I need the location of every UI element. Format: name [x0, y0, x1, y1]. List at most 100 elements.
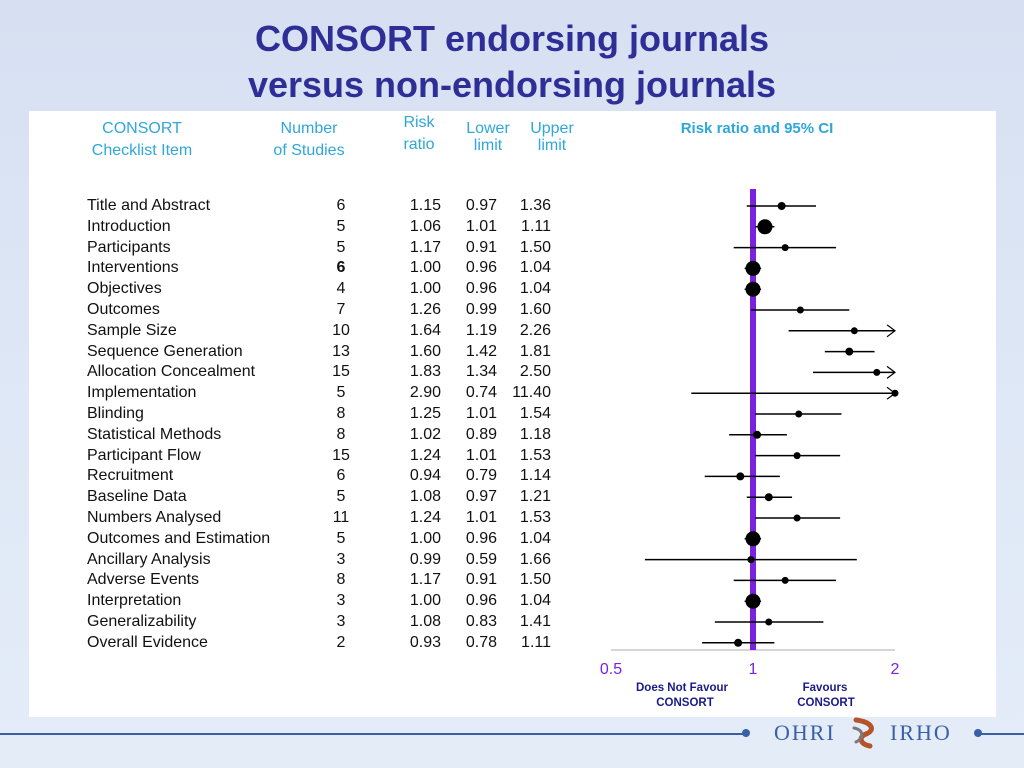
header-risk-line-2: ratio: [403, 136, 435, 153]
risk-ratio-value: 1.24: [409, 446, 441, 464]
risk-ratio-value: 1.08: [409, 613, 441, 630]
risk-ratio-value: 1.00: [409, 280, 441, 298]
header-number-line-1: Number: [280, 120, 338, 137]
point-estimate: [781, 244, 789, 252]
number-of-studies: 8: [336, 571, 346, 589]
table-row: Participant Flow 15 1.24 1.01 1.53: [29, 446, 589, 466]
checklist-item-label: Interventions: [87, 259, 179, 277]
checklist-item-label: Generalizability: [87, 613, 197, 630]
checklist-item-label: Objectives: [87, 280, 162, 298]
header-risk-line-1: Risk: [403, 114, 435, 131]
header-lower-line-1: Lower: [466, 120, 510, 137]
risk-ratio-value: 1.00: [409, 259, 441, 277]
lower-limit-value: 1.01: [465, 509, 497, 526]
header-lower-line-2: limit: [473, 137, 503, 154]
checklist-item-label: Adverse Events: [87, 571, 200, 589]
lower-limit-value: 0.89: [465, 425, 497, 443]
number-of-studies: 15: [332, 446, 350, 464]
upper-limit-value: 1.11: [521, 217, 551, 235]
risk-ratio-value: 1.60: [409, 342, 441, 360]
risk-ratio-value: 1.24: [409, 509, 441, 526]
ohri-logo-icon: [852, 717, 874, 749]
number-of-studies: 2: [336, 633, 346, 651]
checklist-item-label: Ancillary Analysis: [87, 550, 211, 568]
number-of-studies: 8: [336, 425, 346, 443]
point-estimate: [747, 556, 755, 564]
checklist-item-label: Introduction: [87, 217, 171, 235]
checklist-item-label: Implementation: [87, 384, 197, 402]
header-plot-title: Risk ratio and 95% CI: [680, 120, 834, 137]
upper-limit-value: 1.60: [519, 301, 551, 318]
lower-limit-value: 0.99: [465, 301, 497, 318]
does-not-favour-label-line-1: Does Not Favour: [636, 682, 729, 694]
number-of-studies: 5: [336, 217, 346, 235]
point-estimate: [764, 493, 773, 502]
upper-limit-value: 1.21: [519, 488, 551, 506]
table-row: Generalizability 3 1.08 0.83 1.41: [29, 612, 589, 632]
slide-title-line-2: versus non-endorsing journals: [247, 64, 777, 105]
number-of-studies: 6: [336, 259, 346, 277]
number-of-studies: 3: [336, 613, 346, 630]
checklist-item-label: Blinding: [87, 405, 144, 422]
upper-limit-value: 1.50: [519, 238, 551, 256]
lower-limit-value: 0.79: [465, 467, 497, 485]
risk-ratio-value: 1.15: [409, 197, 441, 214]
lower-limit-value: 0.83: [465, 613, 497, 630]
upper-limit-value: 1.04: [519, 592, 551, 610]
point-estimate: [850, 327, 858, 335]
table-row: Sample Size 10 1.64 1.19 2.26: [29, 321, 589, 341]
lower-limit-value: 0.97: [465, 197, 497, 214]
checklist-item-label: Numbers Analysed: [87, 509, 222, 526]
header-number-line-2: of Studies: [273, 142, 345, 159]
number-of-studies: 5: [336, 488, 346, 506]
checklist-item-label: Recruitment: [87, 467, 174, 485]
risk-ratio-value: 1.02: [409, 425, 441, 443]
checklist-item-label: Outcomes: [87, 301, 160, 318]
upper-limit-value: 1.53: [519, 509, 551, 526]
header-lower-limit: Lower limit: [456, 120, 520, 154]
table-row: Adverse Events 8 1.17 0.91 1.50: [29, 570, 589, 590]
table-row: Participants 5 1.17 0.91 1.50: [29, 238, 589, 258]
risk-ratio-value: 0.99: [409, 550, 441, 568]
upper-limit-value: 2.26: [519, 321, 551, 339]
risk-ratio-value: 1.17: [409, 238, 441, 256]
number-of-studies: 6: [336, 467, 346, 485]
header-number-of-studies: Number of Studies: [261, 118, 357, 162]
number-of-studies: 5: [336, 384, 346, 402]
checklist-item-label: Title and Abstract: [87, 197, 211, 214]
forest-plot-panel: CONSORT Checklist Item Number of Studies…: [29, 111, 996, 717]
table-row: Allocation Concealment 15 1.83 1.34 2.50: [29, 362, 589, 382]
checklist-item-label: Participants: [87, 238, 171, 256]
favours-label-line-2: CONSORT: [797, 697, 855, 709]
header-checklist-line-2: Checklist Item: [91, 142, 193, 159]
upper-limit-value: 1.66: [519, 550, 551, 568]
favours-label-line-1: Favours: [803, 682, 848, 694]
lower-limit-value: 0.96: [465, 280, 497, 298]
checklist-item-label: Interpretation: [87, 592, 182, 610]
upper-limit-value: 1.11: [521, 633, 551, 651]
logo-text-irho: IRHO: [890, 720, 952, 745]
upper-limit-value: 1.41: [519, 613, 551, 630]
lower-limit-value: 0.97: [465, 488, 497, 506]
ci-arrow: [886, 324, 896, 338]
table-row: Statistical Methods 8 1.02 0.89 1.18: [29, 425, 589, 445]
checklist-item-label: Statistical Methods: [87, 425, 222, 443]
x-tick-label: 2: [891, 661, 900, 678]
lower-limit-value: 1.34: [465, 363, 497, 381]
table-row: Interpretation 3 1.00 0.96 1.04: [29, 591, 589, 611]
risk-ratio-value: 1.26: [409, 301, 441, 318]
point-estimate: [765, 618, 773, 626]
does-not-favour-label-line-2: CONSORT: [656, 697, 714, 709]
lower-limit-value: 0.91: [465, 238, 497, 256]
slide-title-line-1: CONSORT endorsing journals: [254, 18, 770, 59]
point-estimate: [745, 281, 761, 297]
lower-limit-value: 1.19: [465, 321, 497, 339]
checklist-item-label: Sequence Generation: [87, 342, 243, 360]
table-row: Overall Evidence 2 0.93 0.78 1.11: [29, 633, 589, 653]
header-checklist-line-1: CONSORT: [102, 120, 182, 137]
risk-ratio-value: 1.00: [409, 529, 441, 547]
point-estimate: [793, 514, 801, 522]
forest-plot: 0.5 1 2 Does Not Favour CONSORT Favours CONSOR…: [600, 189, 900, 709]
table-row: Blinding 8 1.25 1.01 1.54: [29, 404, 589, 424]
lower-limit-value: 0.78: [465, 633, 497, 651]
